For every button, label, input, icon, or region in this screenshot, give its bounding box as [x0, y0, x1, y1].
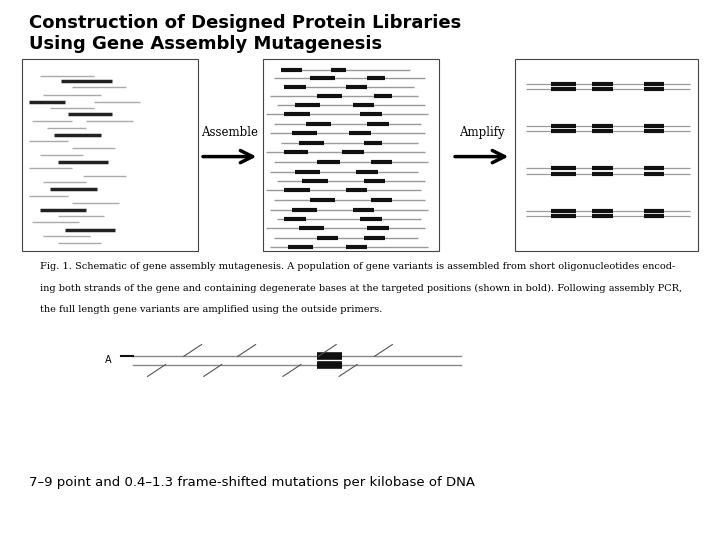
Text: the full length gene variants are amplified using the outside primers.: the full length gene variants are amplif… [40, 305, 382, 314]
Text: A: A [105, 355, 112, 366]
Text: Amplify: Amplify [459, 126, 505, 139]
Text: Fig. 1. Schematic of gene assembly mutagenesis. A population of gene variants is: Fig. 1. Schematic of gene assembly mutag… [40, 262, 675, 271]
Bar [515, 59, 698, 251]
Text: ing both strands of the gene and containing degenerate bases at the targeted pos: ing both strands of the gene and contain… [40, 284, 682, 293]
Text: Using Gene Assembly Mutagenesis: Using Gene Assembly Mutagenesis [29, 35, 382, 53]
Bar [22, 59, 198, 251]
Bar [263, 59, 439, 251]
Text: 7–9 point and 0.4–1.3 frame-shifted mutations per kilobase of DNA: 7–9 point and 0.4–1.3 frame-shifted muta… [29, 476, 474, 489]
Text: Assemble: Assemble [201, 126, 258, 139]
Text: Construction of Designed Protein Libraries: Construction of Designed Protein Librari… [29, 14, 461, 31]
